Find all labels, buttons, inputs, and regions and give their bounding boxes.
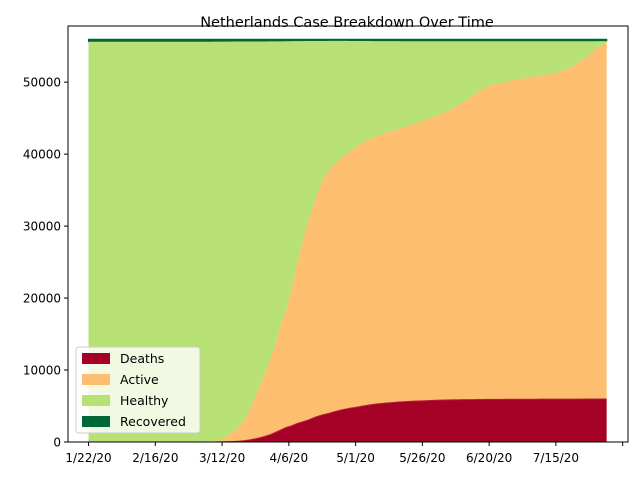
legend-swatch-recovered (82, 416, 110, 427)
legend-swatch-active (82, 374, 110, 385)
legend-label-recovered: Recovered (120, 414, 186, 429)
chart-title: Netherlands Case Breakdown Over Time (200, 15, 494, 31)
x-tick-label: 2/16/20 (132, 451, 178, 465)
y-tick-label: 10000 (23, 363, 61, 377)
legend-swatch-healthy (82, 395, 110, 406)
x-tick-label: 5/26/20 (399, 451, 445, 465)
y-tick-label: 40000 (23, 147, 61, 161)
y-tick-label: 30000 (23, 219, 61, 233)
legend-label-deaths: Deaths (120, 351, 164, 366)
x-tick-label: 7/15/20 (533, 451, 579, 465)
x-tick-label: 3/12/20 (199, 451, 245, 465)
x-tick-label: 5/1/20 (336, 451, 375, 465)
legend: Deaths Active Healthy Recovered (75, 346, 201, 434)
x-axis: 1/22/20 2/16/20 3/12/20 4/6/20 5/1/20 5/26/20… (65, 442, 624, 465)
y-tick-label: 20000 (23, 291, 61, 305)
plot-frame (67, 25, 629, 443)
x-tick-label: 6/20/20 (466, 451, 512, 465)
series-area-healthy (88, 40, 607, 443)
plot-area (87, 38, 608, 443)
series-area-deaths (88, 398, 607, 442)
legend-label-healthy: Healthy (120, 393, 169, 408)
y-tick-label: 50000 (23, 75, 61, 89)
series-area-active (88, 41, 607, 442)
legend-box (75, 346, 201, 434)
y-axis: 0 10000 20000 30000 40000 50000 (23, 75, 68, 449)
y-tick-label: 0 (53, 435, 61, 449)
x-tick-label: 4/6/20 (270, 451, 309, 465)
legend-swatch-deaths (82, 353, 110, 364)
legend-label-active: Active (120, 372, 159, 387)
x-tick-label: 1/22/20 (65, 451, 111, 465)
